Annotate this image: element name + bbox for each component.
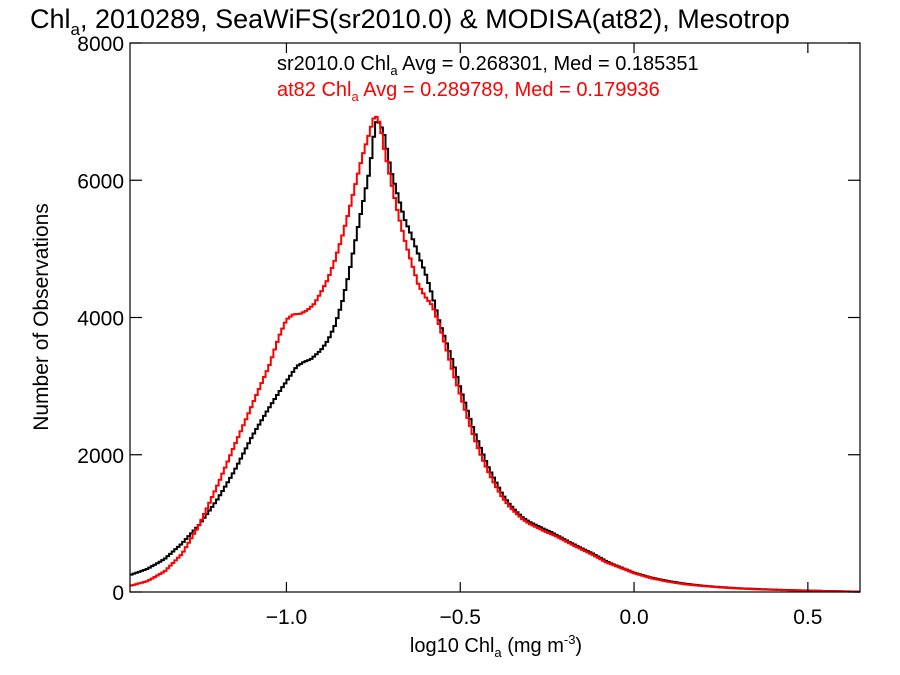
series-line-at82 xyxy=(130,115,860,593)
x-tick-label: 0.0 xyxy=(619,606,648,629)
x-axis-label: log10 Chla (mg m-3) xyxy=(410,632,582,660)
y-tick-label: 8000 xyxy=(77,33,124,56)
series-line-sr2010 xyxy=(130,121,860,593)
series-layer xyxy=(130,115,860,593)
axis-ticks: −1.0 −0.5 0.0 0.5 0 2000 4000 6000 8000 xyxy=(77,33,860,629)
x-tick-label: −0.5 xyxy=(440,606,481,629)
chart-title: Chla, 2010289, SeaWiFS(sr2010.0) & MODIS… xyxy=(30,4,790,39)
plot-frame xyxy=(129,42,861,593)
y-tick-label: 0 xyxy=(112,582,124,605)
x-tick-label: −1.0 xyxy=(266,606,307,629)
annotation-sr2010: sr2010.0 Chla Avg = 0.268301, Med = 0.18… xyxy=(277,53,699,78)
annotation-at82: at82 Chla Avg = 0.289789, Med = 0.179936 xyxy=(277,79,660,104)
y-axis-label: Number of Observations xyxy=(30,203,53,431)
y-tick-label: 2000 xyxy=(77,445,124,468)
y-tick-label: 6000 xyxy=(77,170,124,193)
x-tick-label: 0.5 xyxy=(793,606,822,629)
y-tick-label: 4000 xyxy=(77,308,124,331)
